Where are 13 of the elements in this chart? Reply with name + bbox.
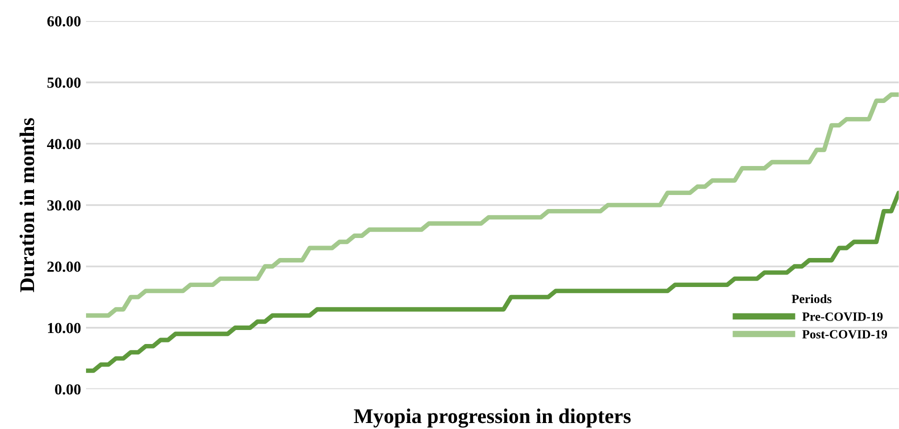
y-tick-label: 60.00 [47,16,81,27]
legend-label: Pre-COVID-19 [802,312,883,321]
y-tick-label: 20.00 [47,262,81,272]
line-series [86,190,899,373]
y-axis-title: Duration in months [20,118,34,292]
y-tick-label: 30.00 [47,200,81,211]
legend-label: Post-COVID-19 [802,330,888,339]
y-tick-label: 0.00 [55,384,81,395]
y-tick-label: 50.00 [47,78,81,88]
legend-title: Periods [792,294,832,304]
x-axis-title: Myopia progression in diopters [354,408,631,428]
y-tick-label: 40.00 [47,138,81,150]
y-tick-label: 10.00 [48,322,81,334]
